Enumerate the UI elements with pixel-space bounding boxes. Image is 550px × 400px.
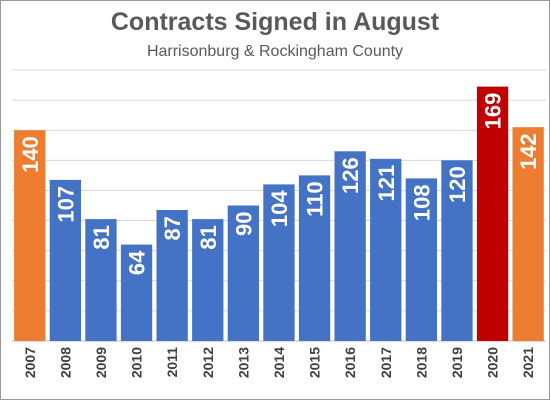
data-label-2009: 81 — [89, 225, 114, 249]
x-tick-label-2020: 2020 — [485, 347, 501, 378]
bar-2017 — [370, 158, 402, 341]
bar-2013 — [227, 205, 259, 341]
data-label-2018: 108 — [409, 184, 434, 221]
bar-2016 — [334, 151, 366, 341]
x-tick-label-2013: 2013 — [235, 347, 251, 378]
bar-2019 — [441, 160, 473, 341]
data-label-2020: 169 — [481, 93, 506, 130]
x-tick-label-2019: 2019 — [449, 347, 465, 378]
data-label-2021: 142 — [516, 133, 541, 170]
data-label-2012: 81 — [196, 225, 221, 249]
x-tick-label-2007: 2007 — [22, 347, 38, 378]
chart-subtitle: Harrisonburg & Rockingham County — [146, 43, 404, 60]
bar-2015 — [298, 175, 331, 341]
x-tick-label-2016: 2016 — [342, 347, 358, 378]
bar-2014 — [263, 184, 295, 341]
bar-2011 — [156, 210, 188, 341]
bar-2018 — [405, 178, 437, 341]
bar-2009 — [85, 219, 117, 342]
x-axis-ticks: 2007 2008 2009 2010 2011 2012 2013 2014 2015 2016… — [22, 347, 536, 378]
x-tick-label-2012: 2012 — [200, 347, 216, 378]
data-label-2017: 121 — [374, 165, 399, 202]
data-label-2010: 64 — [125, 250, 150, 275]
bar-2012 — [192, 219, 224, 342]
x-tick-label-2011: 2011 — [164, 347, 180, 378]
x-tick-label-2017: 2017 — [378, 347, 394, 378]
data-label-2011: 87 — [160, 216, 185, 240]
data-label-2019: 120 — [445, 166, 470, 203]
bar-2008 — [49, 179, 81, 341]
bar-2020 — [476, 86, 509, 341]
x-tick-label-2008: 2008 — [57, 347, 73, 378]
x-tick-label-2010: 2010 — [129, 347, 145, 378]
data-label-2007: 140 — [18, 136, 43, 173]
data-label-2014: 104 — [267, 190, 292, 227]
data-label-2015: 110 — [303, 181, 328, 217]
bar-2007 — [14, 130, 46, 341]
x-tick-label-2014: 2014 — [271, 347, 287, 378]
bar-2010 — [120, 244, 153, 341]
x-tick-label-2009: 2009 — [93, 347, 109, 378]
x-tick-label-2015: 2015 — [307, 347, 323, 378]
data-label-2016: 126 — [338, 157, 363, 194]
x-tick-label-2021: 2021 — [520, 347, 536, 378]
x-tick-label-2018: 2018 — [413, 347, 429, 378]
bars — [14, 86, 544, 342]
chart-title: Contracts Signed in August — [110, 8, 440, 36]
data-label-2013: 90 — [231, 212, 256, 236]
bar-2021 — [512, 127, 544, 341]
data-labels: 140 107 81 64 87 81 90 104 110 126 121 108 120 169 142 — [18, 93, 541, 275]
data-label-2008: 107 — [53, 186, 78, 223]
